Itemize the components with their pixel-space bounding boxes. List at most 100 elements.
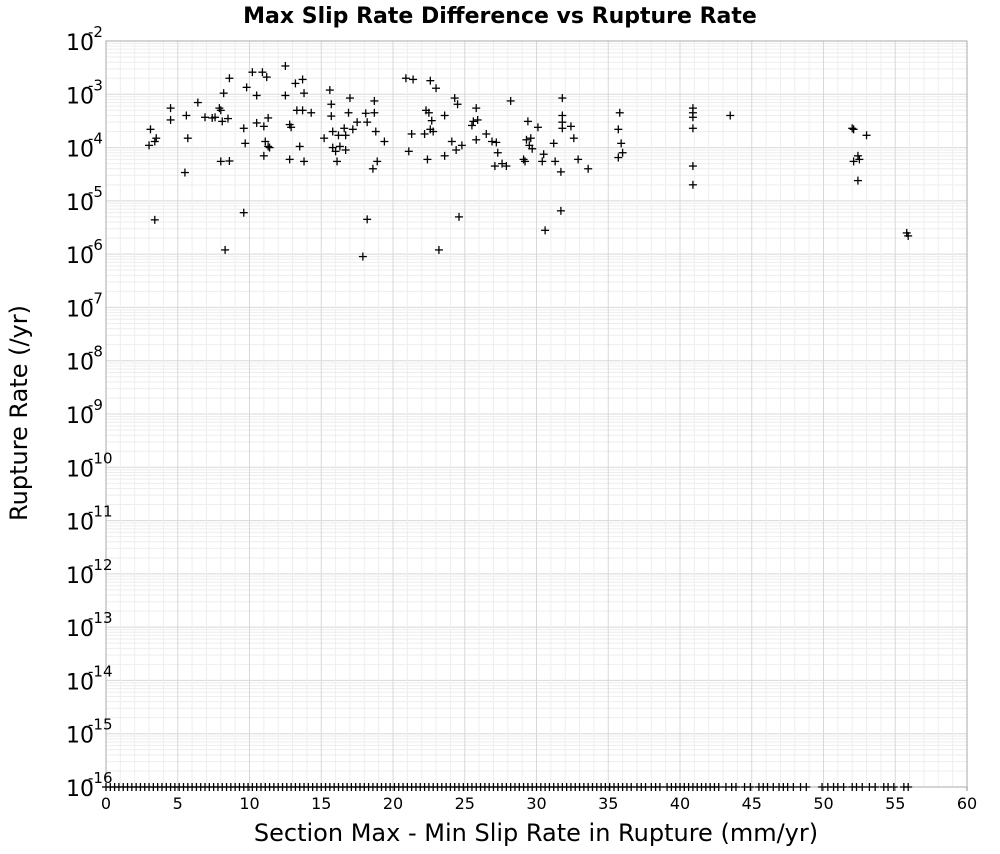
data-point <box>300 157 309 166</box>
data-point <box>526 134 535 143</box>
data-point <box>541 226 550 235</box>
data-point <box>193 98 202 107</box>
y-tick-label: 10-12 <box>66 556 113 589</box>
data-point <box>688 124 697 133</box>
y-tick-label: 10-11 <box>66 503 113 536</box>
data-point <box>252 118 261 127</box>
data-point <box>373 157 382 166</box>
data-point <box>726 111 735 120</box>
data-point <box>334 131 343 140</box>
y-tick-label: 10-2 <box>66 23 103 56</box>
data-point <box>420 129 429 138</box>
chart-title: Max Slip Rate Difference vs Rupture Rate <box>243 4 757 29</box>
y-tick-exponent: -9 <box>88 396 103 414</box>
data-point <box>180 168 189 177</box>
data-point <box>488 137 497 146</box>
y-tick-label: 10-16 <box>66 769 113 802</box>
data-point <box>429 127 438 136</box>
data-point <box>166 104 175 113</box>
data-point <box>401 74 410 83</box>
y-tick-base: 10 <box>66 617 94 642</box>
y-tick-base: 10 <box>66 191 94 216</box>
data-point <box>688 162 697 171</box>
x-tick-label: 20 <box>383 794 403 813</box>
y-tick-base: 10 <box>66 670 94 695</box>
data-point <box>252 91 261 100</box>
data-point <box>584 164 593 173</box>
data-point <box>298 75 307 84</box>
data-point <box>539 150 548 159</box>
y-tick-exponent: -6 <box>88 236 103 254</box>
floor-data-point <box>839 783 848 791</box>
y-tick-label: 10-4 <box>66 130 103 163</box>
y-tick-base: 10 <box>66 457 94 482</box>
data-point <box>521 157 530 166</box>
y-tick-base: 10 <box>66 138 94 163</box>
data-point <box>566 122 575 131</box>
floor-data-point <box>858 783 867 791</box>
data-point <box>287 123 296 132</box>
data-point <box>150 215 159 224</box>
data-point <box>472 104 481 113</box>
y-tick-exponent: -11 <box>88 503 113 521</box>
data-point <box>482 129 491 138</box>
data-point <box>432 84 441 93</box>
x-tick-label: 55 <box>885 794 905 813</box>
data-point <box>295 142 304 151</box>
data-point <box>239 124 248 133</box>
x-tick-label: 45 <box>742 794 762 813</box>
floor-points <box>102 783 913 791</box>
floor-data-point <box>889 783 898 791</box>
y-tick-label: 10-7 <box>66 289 103 322</box>
data-point <box>490 162 499 171</box>
data-point <box>361 109 370 118</box>
y-tick-exponent: -10 <box>88 449 113 467</box>
data-point <box>166 115 175 124</box>
data-point <box>370 108 379 117</box>
data-point <box>264 142 273 151</box>
y-tick-labels: 10-210-310-410-510-610-710-810-910-1010-… <box>66 23 113 802</box>
data-point <box>855 155 864 164</box>
x-tick-label: 15 <box>311 794 331 813</box>
data-point <box>473 115 482 124</box>
data-point <box>259 122 268 131</box>
y-tick-exponent: -2 <box>88 23 103 41</box>
floor-data-point <box>802 783 811 791</box>
data-point <box>427 116 436 125</box>
data-point <box>502 162 511 171</box>
y-tick-exponent: -8 <box>88 343 103 361</box>
data-point <box>341 131 350 140</box>
x-tick-label: 5 <box>173 794 183 813</box>
y-tick-label: 10-9 <box>66 396 103 429</box>
x-tick-labels: 0 5 10 15 20 25 30 35 40 45 50 55 60 <box>101 787 977 813</box>
data-point <box>404 147 413 156</box>
data-point <box>538 157 547 166</box>
data-point <box>618 148 627 157</box>
data-point <box>152 134 161 143</box>
data-point <box>848 124 857 133</box>
data-point <box>457 141 466 150</box>
y-tick-base: 10 <box>66 404 94 429</box>
data-point <box>327 100 336 109</box>
data-point <box>426 76 435 85</box>
data-point <box>615 108 624 117</box>
data-point <box>335 142 344 151</box>
data-point <box>424 108 433 117</box>
data-point <box>551 157 560 166</box>
data-point <box>328 127 337 136</box>
x-tick-label: 30 <box>526 794 546 813</box>
y-tick-exponent: -16 <box>88 769 113 787</box>
data-point <box>281 91 290 100</box>
data-point <box>556 206 565 215</box>
x-tick-label: 50 <box>813 794 833 813</box>
data-point <box>340 124 349 133</box>
data-point <box>370 96 379 105</box>
data-point <box>472 135 481 144</box>
data-point <box>452 146 461 155</box>
data-point <box>341 146 350 155</box>
floor-data-point <box>871 783 880 791</box>
y-tick-exponent: -15 <box>88 716 113 734</box>
data-point <box>519 155 528 164</box>
